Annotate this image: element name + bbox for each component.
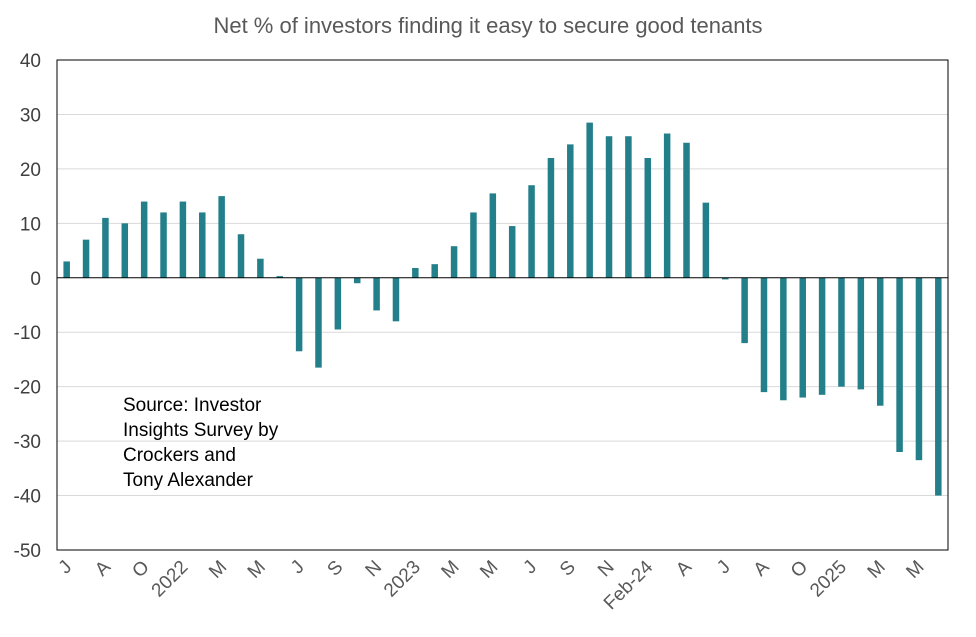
bar — [489, 193, 497, 278]
bar — [470, 212, 477, 278]
x-tick-label: M — [244, 557, 270, 583]
bar — [237, 234, 245, 278]
y-tick-label: -40 — [14, 487, 41, 508]
bar — [896, 277, 903, 452]
bar — [760, 277, 768, 393]
bar — [605, 136, 613, 278]
bar — [567, 144, 574, 278]
y-tick-label: 30 — [20, 105, 41, 126]
x-tick-label: J — [287, 557, 309, 579]
x-tick-label: M — [902, 557, 928, 583]
chart-title: Net % of investors finding it easy to se… — [213, 13, 762, 38]
bar — [63, 261, 70, 278]
bar — [392, 277, 400, 322]
plot-frame — [56, 59, 949, 551]
x-tick-label: M — [438, 557, 464, 583]
bar — [586, 122, 593, 278]
bar — [818, 277, 826, 395]
y-tick-label: 40 — [20, 51, 41, 72]
x-tick-label: 2022 — [148, 557, 193, 602]
y-tick-label: 20 — [20, 160, 41, 181]
source-note-line-4: Tony Alexander — [123, 470, 254, 491]
x-tick-label: 2023 — [380, 557, 425, 602]
bar — [876, 277, 884, 406]
y-axis-ticks: -50 -40 -30 -20 -10 0 10 20 30 40 — [14, 51, 41, 562]
bar — [450, 246, 458, 278]
bar — [508, 226, 516, 278]
bar — [102, 217, 109, 278]
bar — [722, 277, 729, 280]
y-tick-label: -30 — [14, 432, 41, 453]
bar — [160, 212, 167, 278]
x-tick-label: O — [787, 557, 812, 582]
bar — [857, 277, 865, 390]
x-tick-label: O — [128, 557, 153, 582]
bar — [121, 223, 129, 278]
x-tick-label: M — [476, 557, 502, 583]
source-note-line-2: Insights Survey by — [123, 420, 279, 441]
x-tick-label: M — [864, 557, 890, 583]
bar — [353, 277, 361, 284]
y-tick-label: 10 — [20, 214, 41, 235]
y-tick-label: -20 — [14, 378, 41, 399]
bar — [644, 158, 652, 278]
bar-series — [63, 122, 942, 496]
bar — [838, 277, 845, 387]
bar — [295, 277, 303, 352]
x-tick-label: A — [91, 556, 115, 580]
bar — [547, 158, 555, 278]
source-note: Source: Investor Insights Survey by Croc… — [123, 395, 284, 491]
y-tick-label: -50 — [14, 541, 41, 562]
bar — [334, 277, 342, 330]
bar — [799, 277, 806, 398]
bar — [915, 277, 923, 461]
y-tick-label: 0 — [30, 269, 41, 290]
source-note-line-3: Crockers and — [123, 445, 236, 466]
bar — [199, 212, 206, 278]
bar — [276, 276, 283, 278]
x-tick-label: J — [55, 557, 77, 579]
x-tick-label: N — [594, 557, 619, 582]
bar — [935, 277, 942, 496]
bar — [702, 202, 710, 278]
bar — [431, 264, 438, 278]
y-tick-label: -10 — [14, 323, 41, 344]
bar — [140, 201, 148, 278]
bar — [82, 239, 90, 278]
x-tick-label: M — [205, 557, 231, 583]
bar — [741, 277, 748, 344]
x-tick-label: J — [520, 557, 542, 579]
bar — [257, 258, 264, 278]
bar — [218, 196, 225, 278]
bar — [663, 133, 671, 278]
x-tick-label: A — [672, 556, 696, 580]
x-tick-label: S — [324, 557, 348, 581]
bar — [315, 277, 322, 368]
bar — [528, 185, 535, 278]
x-tick-label: N — [362, 557, 387, 582]
bar — [373, 277, 380, 311]
bar — [780, 277, 787, 401]
x-tick-label: S — [556, 557, 580, 581]
x-tick-label: A — [750, 556, 774, 580]
x-tick-label: 2025 — [806, 557, 851, 602]
source-note-line-1: Source: Investor — [123, 395, 262, 416]
bar — [179, 201, 187, 278]
x-tick-label: J — [713, 557, 735, 579]
bar — [683, 142, 690, 278]
bar — [412, 267, 419, 278]
bar — [625, 136, 632, 278]
